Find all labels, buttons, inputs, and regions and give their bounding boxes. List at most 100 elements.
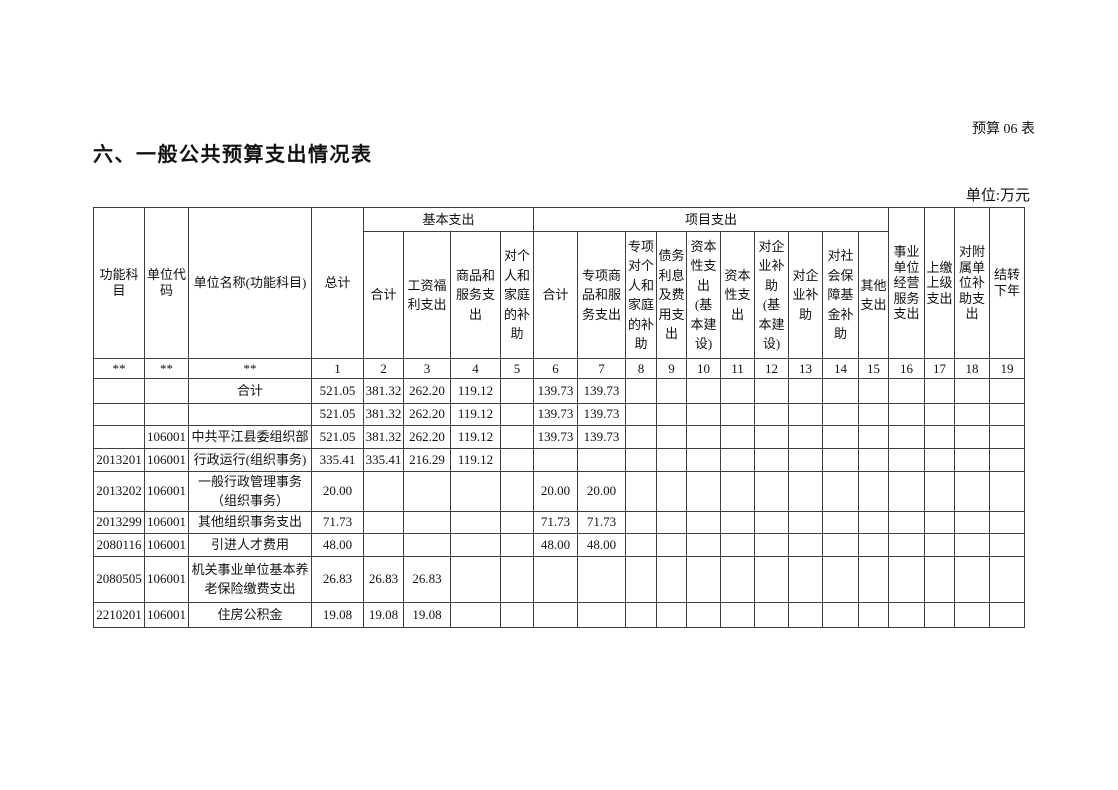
table-cell — [577, 602, 627, 628]
table-cell — [754, 602, 790, 628]
table-cell — [954, 471, 991, 512]
table-cell — [686, 511, 722, 534]
table-cell — [499, 471, 535, 512]
table-cell — [858, 448, 890, 472]
table-cell: 20.00 — [311, 471, 364, 512]
table-cell — [656, 471, 688, 512]
table-cell: 139.73 — [533, 403, 579, 426]
table-cell — [822, 378, 860, 404]
table-row: 2013202 106001 一般行政管理事务 （组织事务） 20.00 20.00 20… — [93, 471, 1026, 512]
table-cell — [858, 378, 890, 404]
table-cell — [686, 471, 722, 512]
column-number-cell: 1 — [311, 358, 364, 379]
table-cell — [888, 471, 926, 512]
table-cell: 19.08 — [311, 602, 364, 628]
table-cell — [822, 425, 860, 449]
column-number-cell: 2 — [363, 358, 404, 379]
table-cell — [989, 448, 1026, 472]
table-cell — [924, 378, 956, 404]
group-header-row: 功能科 目 单位代 码 单位名称(功能科目) 总计 基本支出 项目支出 事业 单… — [93, 207, 1026, 359]
table-cell: 其他组织事务支出 — [188, 511, 312, 534]
table-row: 2080116 106001 引进人才费用 48.00 48.00 48.00 — [93, 533, 1026, 557]
header-func-subject: 功能科 目 — [93, 207, 145, 359]
table-cell — [656, 403, 688, 426]
table-cell — [954, 448, 991, 472]
table-cell: 106001 — [144, 602, 189, 628]
header-grand-total: 总计 — [311, 207, 364, 359]
header-basic-total: 合计 — [363, 231, 404, 359]
column-number-cell: ** — [93, 358, 145, 379]
table-cell — [754, 378, 790, 404]
table-cell — [656, 556, 688, 603]
table-cell — [822, 533, 860, 557]
table-cell: 26.83 — [363, 556, 404, 603]
table-cell — [754, 425, 790, 449]
table-cell: 139.73 — [577, 425, 627, 449]
column-number-cell: 4 — [450, 358, 501, 379]
table-cell — [363, 533, 404, 557]
header-capital: 资本 性支 出 — [720, 231, 756, 359]
table-cell — [888, 511, 926, 534]
header-debt-interest: 债务 利息 及费 用支 出 — [656, 231, 688, 359]
table-cell — [888, 378, 926, 404]
column-number-cell: 18 — [954, 358, 991, 379]
table-cell — [686, 602, 722, 628]
header-individual-family: 对个 人和 家庭 的补 助 — [499, 231, 535, 359]
table-cell: 19.08 — [363, 602, 404, 628]
table-cell: 19.08 — [403, 602, 451, 628]
table-cell: 20.00 — [577, 471, 627, 512]
table-cell — [686, 403, 722, 426]
table-cell: 216.29 — [403, 448, 451, 472]
header-unit-code: 单位代 码 — [144, 207, 189, 359]
table-cell — [720, 448, 756, 472]
table-cell: 2013201 — [93, 448, 145, 472]
table-cell: 262.20 — [403, 403, 451, 426]
column-number-cell: 10 — [686, 358, 722, 379]
table-cell — [656, 378, 688, 404]
table-cell: 中共平江县委组织部 — [188, 425, 312, 449]
table-cell: 106001 — [144, 471, 189, 512]
column-number-cell: 7 — [577, 358, 627, 379]
table-cell — [924, 511, 956, 534]
table-cell: 106001 — [144, 448, 189, 472]
table-cell — [754, 556, 790, 603]
table-body: ** ** ** 1 2 3 4 5 6 7 8 9 10 11 12 13 14 15 16 17 18 19 合计 521… — [93, 358, 1026, 628]
table-cell — [625, 556, 658, 603]
header-capital-capex: 资本 性支 出 (基 本建 设) — [686, 231, 722, 359]
table-cell — [954, 378, 991, 404]
header-business-operation: 事业 单位 经营 服务 支出 — [888, 207, 926, 359]
table-cell — [499, 533, 535, 557]
table-cell — [499, 403, 535, 426]
table-cell: 合计 — [188, 378, 312, 404]
group-project-expenditure: 项目支出 — [533, 207, 890, 232]
table-cell — [686, 448, 722, 472]
header-social-security-subsidy: 对社 会保 障基 金补 助 — [822, 231, 860, 359]
column-number-row: ** ** ** 1 2 3 4 5 6 7 8 9 10 11 12 13 14 15 16 17 18 19 — [93, 358, 1026, 379]
table-cell — [924, 425, 956, 449]
table-cell — [188, 403, 312, 426]
table-cell — [625, 533, 658, 557]
table-cell: 71.73 — [577, 511, 627, 534]
table-cell: 2013299 — [93, 511, 145, 534]
table-cell — [499, 378, 535, 404]
table-cell — [720, 602, 756, 628]
table-cell — [924, 556, 956, 603]
sub-header-row: 合计 工资福 利支出 商品和 服务支 出 对个 人和 家庭 的补 助 合计 专项… — [94, 231, 1025, 359]
table-cell — [858, 471, 890, 512]
table-row: 521.05 381.32 262.20 119.12 139.73 139.73 — [93, 403, 1026, 426]
table-cell — [577, 556, 627, 603]
table-cell — [720, 556, 756, 603]
table-cell — [625, 448, 658, 472]
table-cell — [625, 471, 658, 512]
header-unit-name: 单位名称(功能科目) — [188, 207, 312, 359]
table-cell — [989, 471, 1026, 512]
table-cell — [720, 403, 756, 426]
table-cell — [754, 533, 790, 557]
table-cell — [686, 425, 722, 449]
column-number-cell: 5 — [499, 358, 535, 379]
table-cell — [788, 556, 824, 603]
table-cell — [858, 533, 890, 557]
table-cell — [888, 403, 926, 426]
table-cell — [686, 378, 722, 404]
table-cell — [403, 511, 451, 534]
